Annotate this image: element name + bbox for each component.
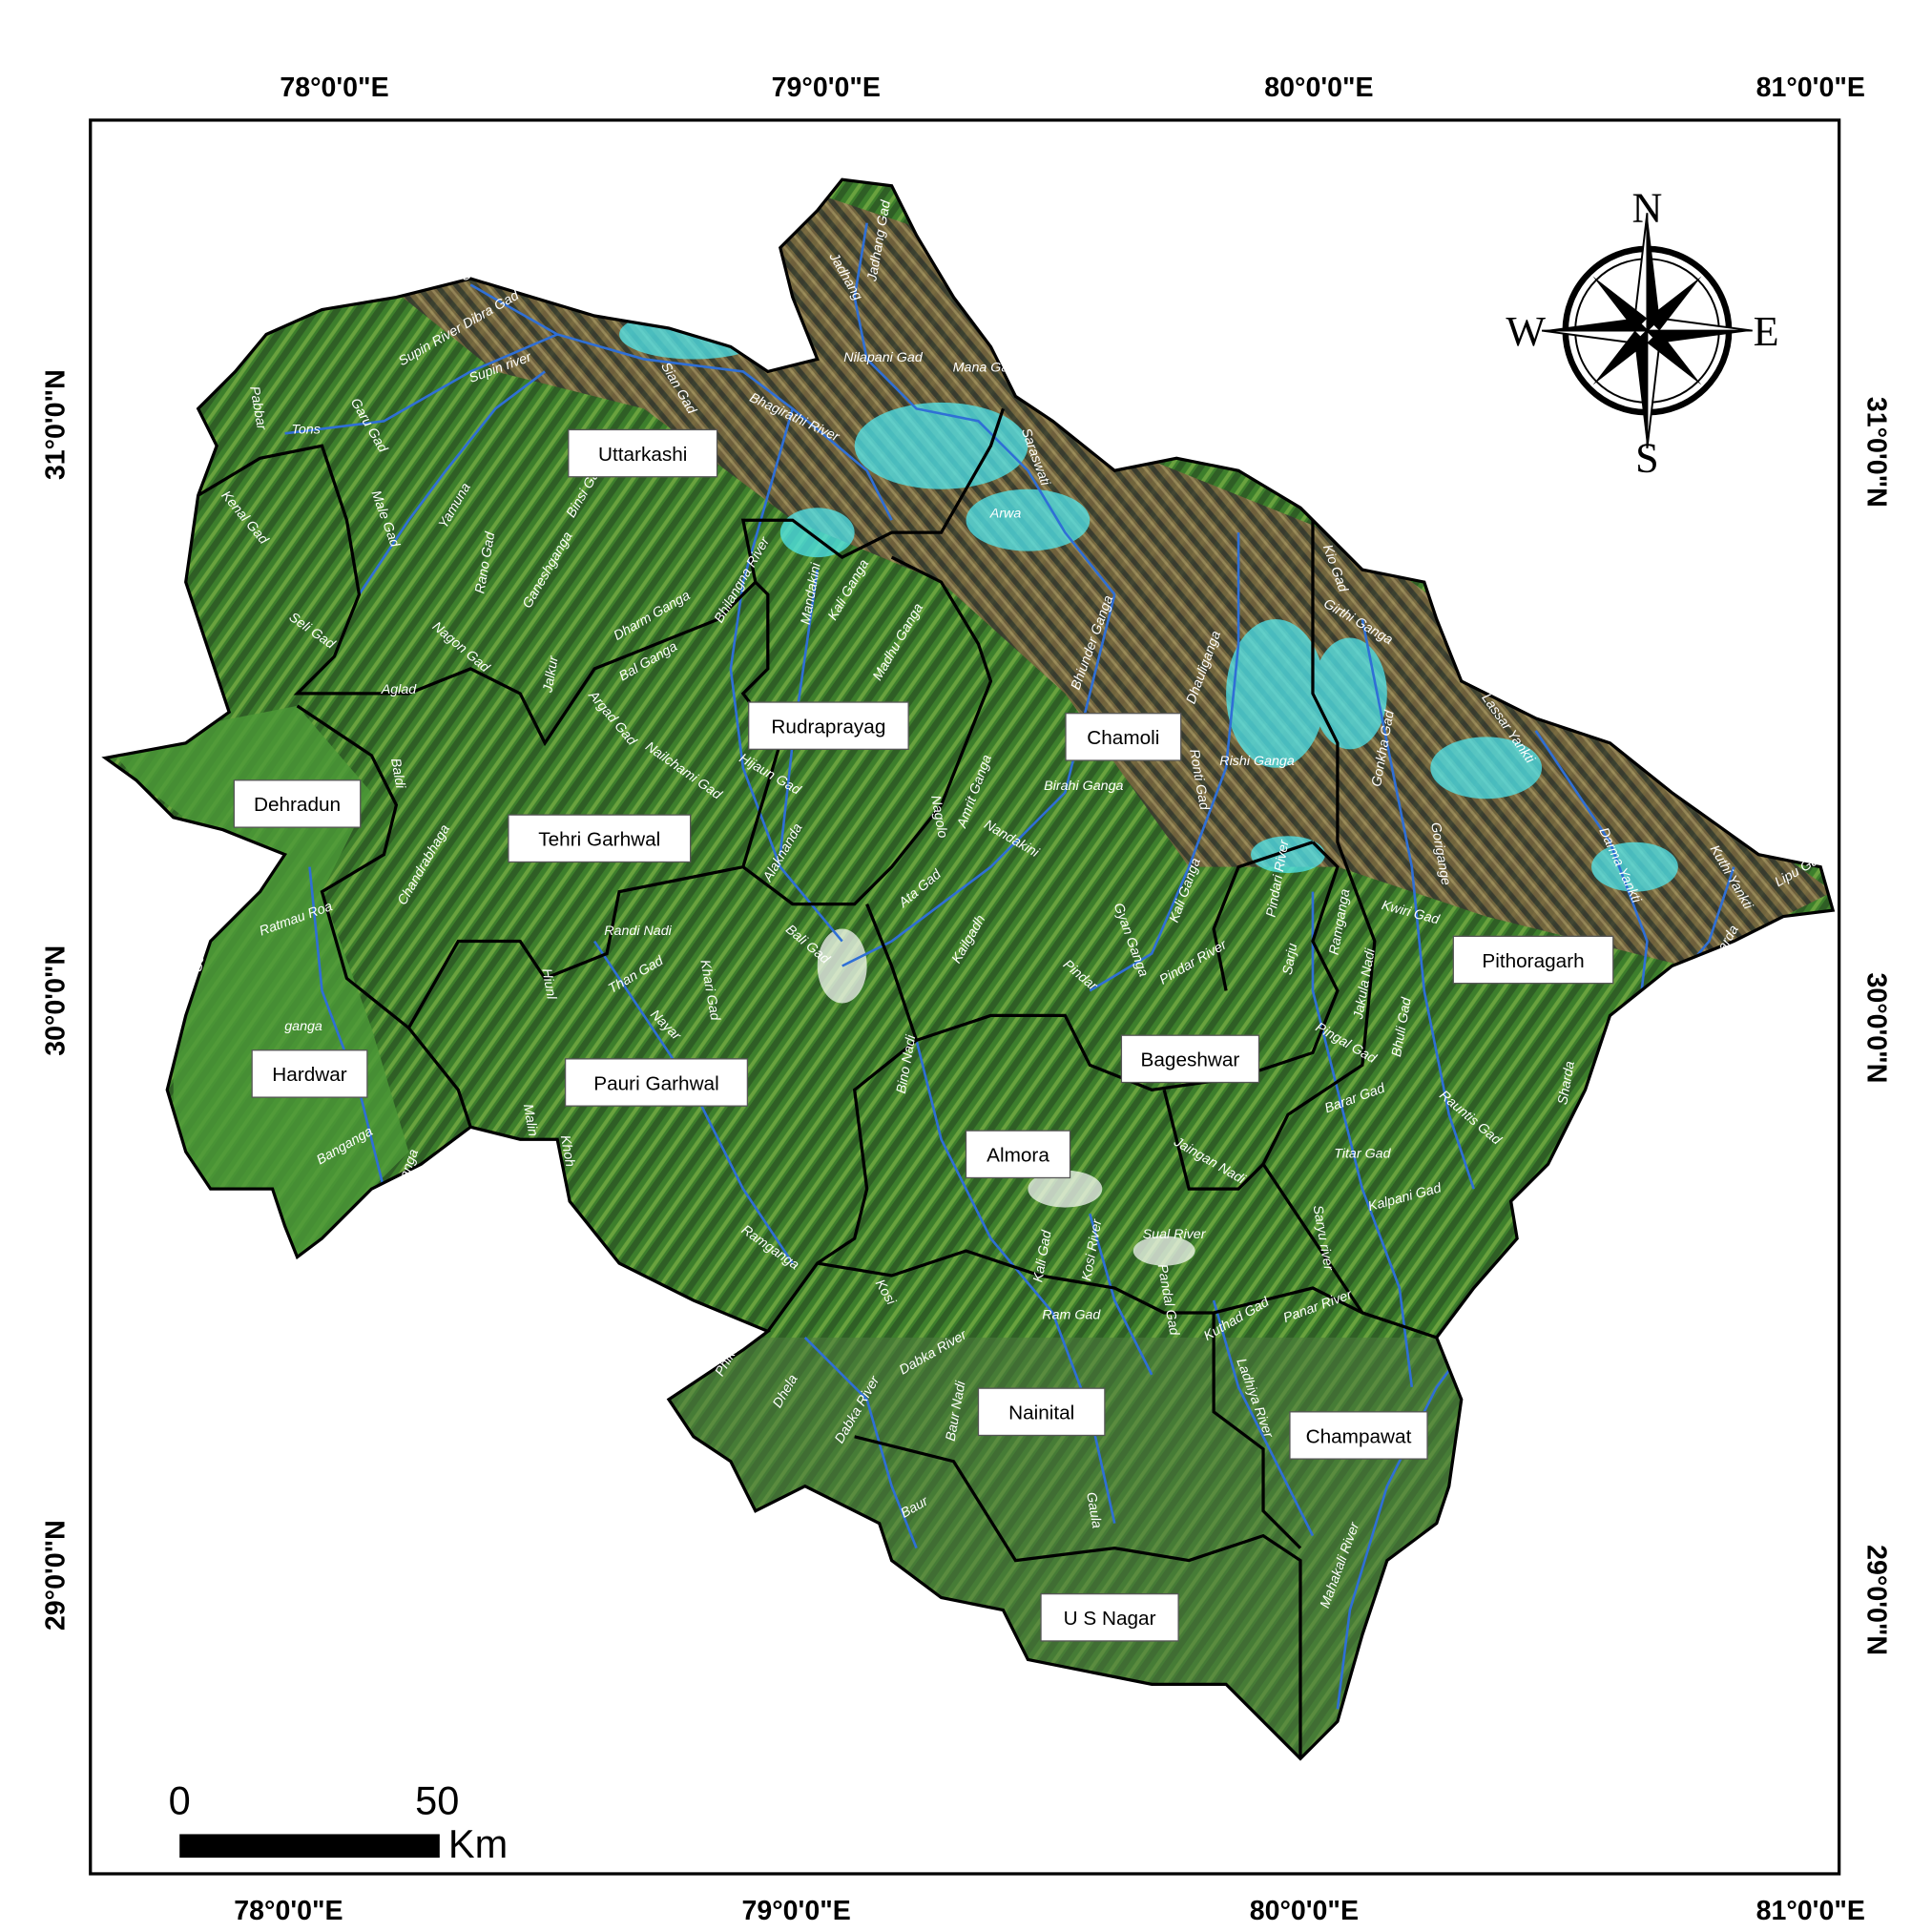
river-label: Titar Gad	[1334, 1147, 1391, 1162]
district-label-nainital: Nainital	[977, 1387, 1106, 1437]
left-latitude-labels: 31°0'0"N 30°0'0"N 29°0'0"N	[40, 369, 71, 1631]
district-label-pauri-garhwal: Pauri Garhwal	[564, 1058, 749, 1107]
river-label: Malin	[520, 1103, 541, 1137]
district-boundaries	[103, 177, 1835, 1760]
district-name: Pauri Garhwal	[593, 1072, 718, 1094]
district-label-pithoragarh: Pithoragarh	[1452, 935, 1614, 985]
bottom-label-80e: 80°0'0"E	[1250, 1896, 1359, 1926]
river-label: Ram Gad	[1042, 1307, 1101, 1322]
river-label: Birahi Ganga	[1044, 779, 1123, 794]
district-name: Bageshwar	[1141, 1049, 1240, 1071]
district-name: Pithoragarh	[1482, 950, 1584, 972]
district-name: U S Nagar	[1064, 1608, 1156, 1630]
river-label: Mana Gad	[953, 360, 1018, 375]
river-label: Solani	[190, 932, 212, 973]
river-label: Tons	[291, 422, 320, 437]
right-label-29n: 29°0'0"N	[1861, 1545, 1892, 1655]
right-label-31n: 31°0'0"N	[1861, 397, 1892, 508]
top-longitude-labels: 78°0'0"E 79°0'0"E 80°0'0"E 81°0'0"E	[280, 73, 1865, 103]
district-name: Dehradun	[254, 794, 341, 816]
river-label: Baldi	[387, 758, 407, 791]
compass-south: S	[1635, 435, 1659, 482]
river-label: Nilapani Gad	[843, 350, 924, 365]
river-label: Randi Nadi	[604, 924, 672, 939]
river-label: Rishi Ganga	[1219, 754, 1295, 769]
left-label-31n: 31°0'0"N	[40, 369, 71, 480]
district-labels: Uttarkashi Rudraprayag Chamoli Dehradun Tehr…	[233, 428, 1614, 1642]
district-name: Rudraprayag	[771, 716, 885, 737]
river-label: Aglad	[381, 682, 418, 697]
district-label-rudraprayag: Rudraprayag	[748, 701, 909, 750]
left-label-29n: 29°0'0"N	[40, 1520, 71, 1631]
district-label-u-s-nagar: U S Nagar	[1040, 1592, 1179, 1642]
district-name: Almora	[987, 1145, 1049, 1167]
top-label-80e: 80°0'0"E	[1264, 73, 1373, 103]
bottom-label-81e: 81°0'0"E	[1756, 1896, 1865, 1926]
compass-west: W	[1506, 308, 1546, 355]
district-label-dehradun: Dehradun	[233, 779, 362, 828]
river-label: Gaula	[1083, 1491, 1104, 1529]
river-label: Jalkur	[540, 654, 562, 694]
district-label-tehri-garhwal: Tehri Garhwal	[508, 814, 692, 863]
bottom-label-79e: 79°0'0"E	[742, 1896, 851, 1926]
district-name: Uttarkashi	[598, 444, 687, 466]
district-label-uttarkashi: Uttarkashi	[568, 428, 718, 478]
top-label-78e: 78°0'0"E	[280, 73, 388, 103]
top-label-81e: 81°0'0"E	[1756, 73, 1865, 103]
river-label: Sarju	[1280, 942, 1301, 976]
bottom-label-78e: 78°0'0"E	[234, 1896, 343, 1926]
district-name: Tehri Garhwal	[538, 829, 660, 851]
river-label: Pabbar	[246, 385, 269, 432]
district-label-chamoli: Chamoli	[1065, 713, 1182, 761]
river-label: Khoh	[557, 1134, 578, 1169]
district-name: Chamoli	[1087, 727, 1159, 749]
scale-unit: Km	[448, 1821, 508, 1866]
district-label-hardwar: Hardwar	[251, 1049, 368, 1098]
right-latitude-labels: 31°0'0"N 30°0'0"N 29°0'0"N	[1861, 397, 1892, 1655]
river-label: Sharda	[1555, 1060, 1578, 1106]
left-label-30n: 30°0'0"N	[40, 945, 71, 1056]
plains-dehradun-hardwar	[105, 705, 409, 1264]
district-label-almora: Almora	[965, 1130, 1071, 1179]
scale-bar: 0 50 Km	[169, 1778, 509, 1866]
river-network	[284, 222, 1735, 1710]
scale-start: 0	[169, 1778, 191, 1823]
river-label: Nagolo	[927, 794, 950, 839]
district-label-champawat: Champawat	[1289, 1411, 1428, 1460]
scale-end: 50	[415, 1778, 459, 1823]
district-name: Nainital	[1008, 1402, 1074, 1424]
bottom-longitude-labels: 78°0'0"E 79°0'0"E 80°0'0"E 81°0'0"E	[234, 1896, 1865, 1926]
district-name: Hardwar	[272, 1064, 347, 1086]
river-label: ganga	[284, 1019, 322, 1034]
map-frame	[89, 118, 1841, 1876]
river-label: Arwa	[989, 507, 1022, 522]
river-label: Sual River	[1143, 1227, 1207, 1242]
compass-north: N	[1632, 184, 1663, 231]
north-arrow-compass-icon: N S W E	[1506, 184, 1778, 481]
compass-east: E	[1754, 308, 1779, 355]
district-label-bageshwar: Bageshwar	[1120, 1034, 1260, 1084]
top-label-79e: 79°0'0"E	[772, 73, 881, 103]
right-label-30n: 30°0'0"N	[1861, 972, 1892, 1083]
river-label: Hiunl	[538, 967, 559, 1002]
district-name: Champawat	[1306, 1425, 1412, 1447]
river-label: Supin Gad	[459, 243, 525, 284]
